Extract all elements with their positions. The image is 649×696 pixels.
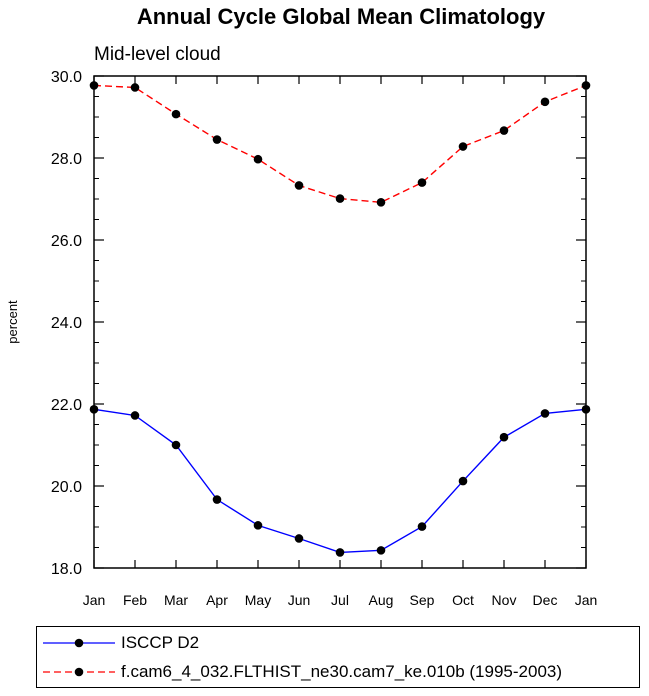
plot-frame xyxy=(93,75,587,569)
legend-label-model: f.cam6_4_032.FLTHIST_ne30.cam7_ke.010b (… xyxy=(121,662,563,681)
series-0-point xyxy=(581,405,591,414)
series-0-point xyxy=(335,548,345,557)
series-line-1 xyxy=(93,84,587,203)
series-line-0 xyxy=(93,408,587,554)
y-tick-label: 28.0 xyxy=(51,151,82,168)
y-tick-label: 30.0 xyxy=(51,69,82,86)
y-tick-label: 22.0 xyxy=(51,397,82,414)
series-0-point xyxy=(499,432,509,442)
legend-label-isccp: ISCCP D2 xyxy=(121,633,200,652)
y-tick-label: 24.0 xyxy=(51,315,82,332)
series-0-point xyxy=(171,440,181,450)
series-1-point xyxy=(376,197,386,207)
series-0-point xyxy=(540,409,550,418)
series-1-point xyxy=(130,83,140,92)
legend-item-model: f.cam6_4_032.FLTHIST_ne30.cam7_ke.010b (… xyxy=(37,658,639,686)
series-0-point xyxy=(130,411,140,420)
x-tick-label: Oct xyxy=(452,592,474,608)
series-1-point xyxy=(581,81,591,90)
series-1-point xyxy=(335,194,345,203)
series-layer xyxy=(89,81,591,557)
chart-subtitle: Mid-level cloud xyxy=(94,44,221,65)
series-1-point xyxy=(294,181,304,190)
series-1-point xyxy=(540,97,550,107)
chart: Annual Cycle Global Mean Climatology Mid… xyxy=(5,4,597,608)
y-tick-label: 26.0 xyxy=(51,233,82,250)
x-tick-label: Nov xyxy=(492,592,517,608)
x-tick-label: Aug xyxy=(369,592,394,608)
series-0-point xyxy=(89,405,99,414)
x-tick-label: Jul xyxy=(331,592,349,608)
series-1-point xyxy=(499,126,509,135)
legend-swatch-model xyxy=(43,667,115,677)
series-1-point xyxy=(89,81,99,90)
axis-tick-labels: Jan Feb Mar Apr May Jun Jul Aug Sep Oct Nov Dec Jan1… xyxy=(51,69,597,608)
x-tick-label: May xyxy=(245,592,271,608)
series-1-point xyxy=(253,154,263,164)
series-0-point xyxy=(294,534,304,543)
series-0-point xyxy=(253,521,263,530)
x-tick-label: Jun xyxy=(288,592,311,608)
series-1-point xyxy=(417,178,427,187)
y-tick-label: 18.0 xyxy=(51,561,82,578)
x-tick-label: Dec xyxy=(533,592,558,608)
series-0-point xyxy=(376,546,386,555)
x-tick-label: Sep xyxy=(410,592,435,608)
y-tick-label: 20.0 xyxy=(51,479,82,496)
y-axis-label: percent xyxy=(5,300,20,344)
legend-item-isccp: ISCCP D2 xyxy=(37,629,639,657)
x-tick-label: Mar xyxy=(164,592,188,608)
x-tick-label: Feb xyxy=(123,592,147,608)
x-tick-label: Jan xyxy=(575,592,598,608)
series-1-point xyxy=(212,135,222,144)
chart-title: Annual Cycle Global Mean Climatology xyxy=(137,4,546,29)
legend: ISCCP D2 f.cam6_4_032.FLTHIST_ne30.cam7_… xyxy=(36,626,640,688)
series-0-point xyxy=(212,495,222,504)
series-1-point xyxy=(171,109,181,119)
x-tick-label: Apr xyxy=(206,592,228,608)
series-0-point xyxy=(417,522,427,531)
series-0-point xyxy=(458,476,468,486)
legend-swatch-isccp xyxy=(43,638,115,648)
axis-ticks xyxy=(93,75,587,569)
x-tick-label: Jan xyxy=(83,592,106,608)
series-1-point xyxy=(458,142,468,151)
